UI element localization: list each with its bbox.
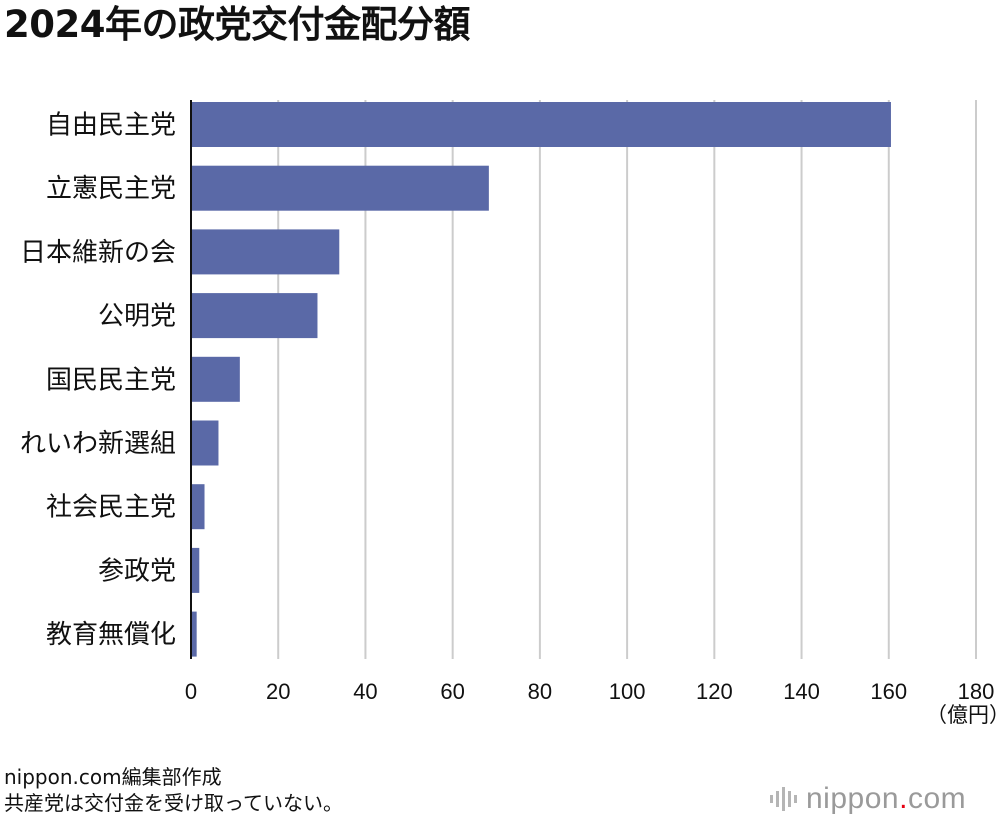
bar [191,611,197,657]
category-label: 自由民主党 [46,111,176,141]
logo-wordmark: nippon.com [806,783,966,815]
category-label: 国民民主党 [46,365,176,395]
bar [191,547,200,593]
bar [191,420,219,466]
unit-label: （億円） [926,703,1000,727]
x-tick-label: 100 [609,679,646,704]
footnote: 共産党は交付金を受け取っていない。 [4,791,343,815]
x-tick-label: 0 [185,679,197,704]
bar [191,229,340,275]
bar [191,356,240,402]
category-labels: 自由民主党立憲民主党日本維新の会公明党国民民主党れいわ新選組社会民主党参政党教育… [20,111,176,651]
logo-name: nippon [806,782,900,815]
tick-labels: 0 20 40 60 80 100 120 140 160 180 [185,679,994,704]
source-notes: nippon.com編集部作成 共産党は交付金を受け取っていない。 [4,764,343,816]
nippon-com-logo: nippon.com [770,783,966,815]
x-tick-label: 40 [353,679,377,704]
bar [191,484,205,530]
category-label: 日本維新の会 [20,238,176,268]
category-label: 社会民主党 [46,493,176,523]
x-tick-label: 140 [783,679,820,704]
x-tick-label: 60 [440,679,464,704]
x-tick-label: 80 [528,679,552,704]
category-label: 立憲民主党 [46,174,176,204]
category-label: れいわ新選組 [20,429,176,459]
logo-suffix: com [907,782,967,815]
source-credit: nippon.com編集部作成 [4,765,222,789]
category-label: 公明党 [98,302,176,332]
bar [191,102,891,147]
logo-bars-icon [770,787,797,811]
x-tick-label: 20 [266,679,290,704]
chart-title: 2024年の政党交付金配分額 [4,3,470,46]
category-label: 教育無償化 [46,620,176,650]
bars [191,102,891,657]
x-tick-label: 120 [696,679,733,704]
x-tick-label: 160 [870,679,907,704]
bar [191,293,318,339]
category-label: 参政党 [98,556,176,586]
x-tick-label: 180 [958,679,995,704]
logo-dot: . [899,782,908,815]
bar [191,165,489,211]
